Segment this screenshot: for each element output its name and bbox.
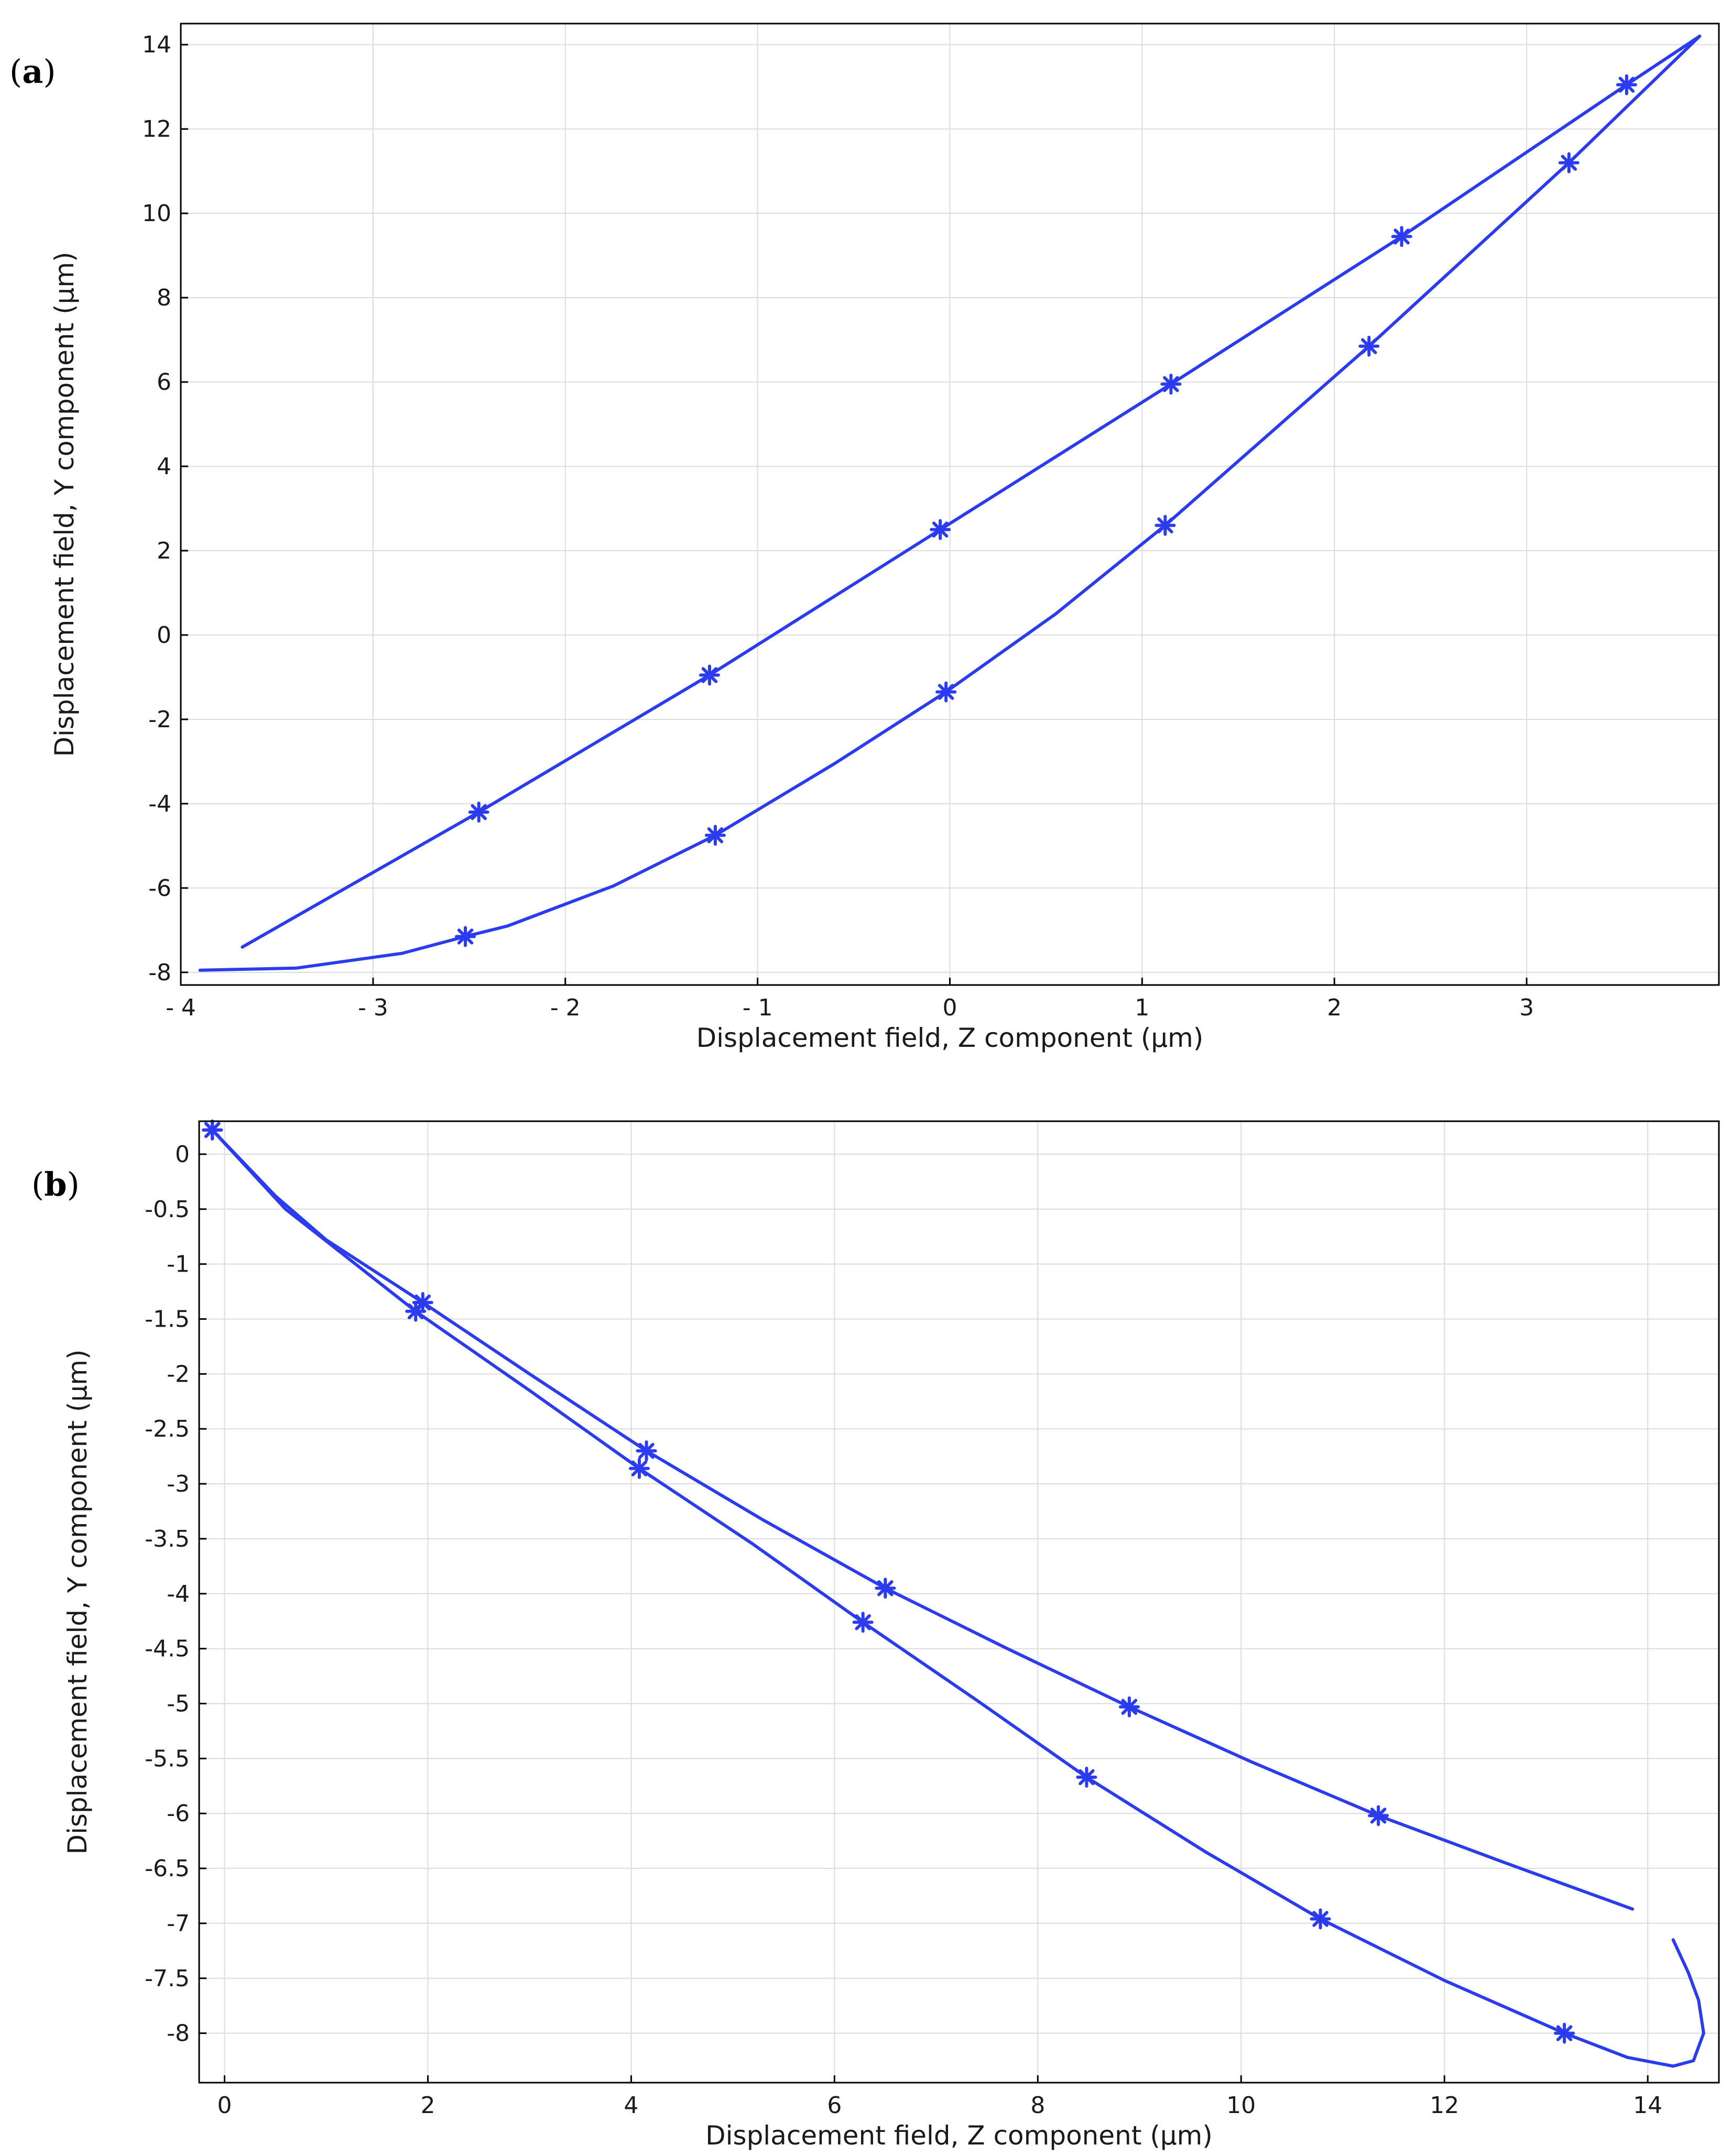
- y-tick-label: 10: [142, 200, 171, 227]
- x-tick-label: 6: [827, 2092, 842, 2119]
- x-tick-label: - 3: [358, 994, 388, 1021]
- panel-b-plot-frame: [198, 1120, 1720, 2084]
- y-tick-label: -2: [167, 1361, 190, 1387]
- y-tick-label: 6: [157, 369, 171, 396]
- panel-b-x-axis-title: Displacement field, Z component (µm): [705, 2120, 1213, 2151]
- x-tick-label: 1: [1135, 994, 1149, 1021]
- panel-a-plot-frame: [180, 23, 1720, 986]
- data-point-marker: [405, 1300, 427, 1322]
- data-point-marker: [636, 1440, 657, 1462]
- series-line-upper: [241, 35, 1702, 949]
- data-point-marker: [1076, 1766, 1097, 1788]
- panel-b-tick-labels: 0 2 4 6 8 10 12 14 0 -0.5 -1 -1.5 -2 -2.5 -3 -3.5 -4 -4.5…: [145, 1141, 1662, 2119]
- data-point-marker: [852, 1612, 874, 1633]
- y-tick-label: -4.5: [145, 1636, 190, 1662]
- y-tick-label: -5: [167, 1690, 190, 1717]
- y-tick-label: 12: [142, 116, 171, 143]
- x-tick-label: 0: [943, 994, 957, 1021]
- data-point-marker: [468, 802, 489, 823]
- data-point-marker: [699, 664, 720, 686]
- series-line-upper: [211, 1128, 1635, 1911]
- y-tick-label: 0: [175, 1141, 190, 1168]
- x-tick-label: 12: [1430, 2092, 1459, 2119]
- data-point-marker: [1616, 74, 1637, 95]
- y-tick-label: -7.5: [145, 1965, 190, 1992]
- y-tick-label: -4: [167, 1581, 190, 1607]
- data-point-marker: [1118, 1696, 1140, 1717]
- y-tick-label: -8: [167, 2020, 190, 2047]
- x-tick-label: 14: [1633, 2092, 1662, 2119]
- x-tick-label: 2: [420, 2092, 435, 2119]
- data-point-marker: [1310, 1908, 1331, 1930]
- x-tick-label: 4: [624, 2092, 638, 2119]
- x-tick-label: 2: [1327, 994, 1342, 1021]
- data-point-marker: [454, 926, 476, 947]
- panel-b-y-axis-title: Displacement field, Y component (µm): [62, 1349, 93, 1854]
- data-point-marker: [930, 519, 951, 540]
- y-tick-label: -8: [148, 959, 171, 986]
- y-tick-label: -0.5: [145, 1196, 190, 1223]
- data-point-marker: [1558, 152, 1580, 173]
- data-point-marker: [1154, 515, 1176, 536]
- x-tick-label: - 1: [743, 994, 773, 1021]
- data-point-marker: [628, 1458, 650, 1479]
- data-point-marker: [704, 825, 726, 846]
- x-tick-label: 0: [217, 2092, 232, 2119]
- y-tick-label: 2: [157, 538, 171, 564]
- y-tick-label: 8: [157, 284, 171, 311]
- panel-a: (a) - 4- 3- 2- 1 0 1 2 3-8-6-4-202468101214 …: [9, 23, 1720, 1053]
- x-tick-label: 3: [1519, 994, 1534, 1021]
- data-point-marker: [1554, 2022, 1575, 2044]
- y-tick-label: 4: [157, 453, 171, 480]
- y-tick-label: -6: [167, 1800, 190, 1827]
- x-tick-label: - 2: [550, 994, 581, 1021]
- panel-a-series: [198, 35, 1702, 972]
- panel-b-gridlines: [199, 1121, 1719, 2083]
- y-tick-label: -3: [167, 1471, 190, 1497]
- data-point-marker: [1358, 335, 1380, 357]
- y-tick-label: -7: [167, 1910, 190, 1937]
- data-point-marker: [1368, 1805, 1389, 1826]
- y-tick-label: -1: [167, 1251, 190, 1278]
- panel-b-series: [202, 1119, 1705, 2068]
- y-tick-label: -2.5: [145, 1416, 190, 1442]
- series-line-lower: [211, 1128, 1705, 2068]
- data-point-marker: [1160, 374, 1182, 395]
- panel-b-ticks: [199, 1153, 1649, 2083]
- x-tick-label: - 4: [166, 994, 196, 1021]
- y-tick-label: -6: [148, 875, 171, 902]
- y-tick-label: -3.5: [145, 1526, 190, 1552]
- y-tick-label: 14: [142, 31, 171, 58]
- panel-a-label: (a): [9, 52, 56, 91]
- data-point-marker: [935, 681, 957, 703]
- y-tick-label: -5.5: [145, 1745, 190, 1772]
- y-tick-label: -2: [148, 706, 171, 733]
- panel-a-ticks: [180, 43, 1528, 985]
- data-point-marker: [202, 1119, 223, 1141]
- x-tick-label: 10: [1226, 2092, 1256, 2119]
- panel-a-gridlines: [180, 24, 1719, 985]
- y-tick-label: -6.5: [145, 1855, 190, 1882]
- panel-b: (b) 0 2 4 6 8 10 12 14 0 -0.5 -1 -1.5 -2 -2.5 -3 -3.5 -4…: [31, 1119, 1720, 2151]
- y-tick-label: 0: [157, 622, 171, 649]
- panel-a-x-axis-title: Displacement field, Z component (µm): [696, 1023, 1204, 1053]
- y-tick-label: -4: [148, 791, 171, 817]
- series-line-lower: [198, 35, 1702, 972]
- y-tick-label: -1.5: [145, 1306, 190, 1332]
- data-point-marker: [1391, 226, 1412, 247]
- x-tick-label: 8: [1030, 2092, 1045, 2119]
- panel-a-y-axis-title: Displacement field, Y component (µm): [49, 251, 80, 757]
- panel-b-label: (b): [31, 1165, 80, 1203]
- data-point-marker: [875, 1578, 896, 1599]
